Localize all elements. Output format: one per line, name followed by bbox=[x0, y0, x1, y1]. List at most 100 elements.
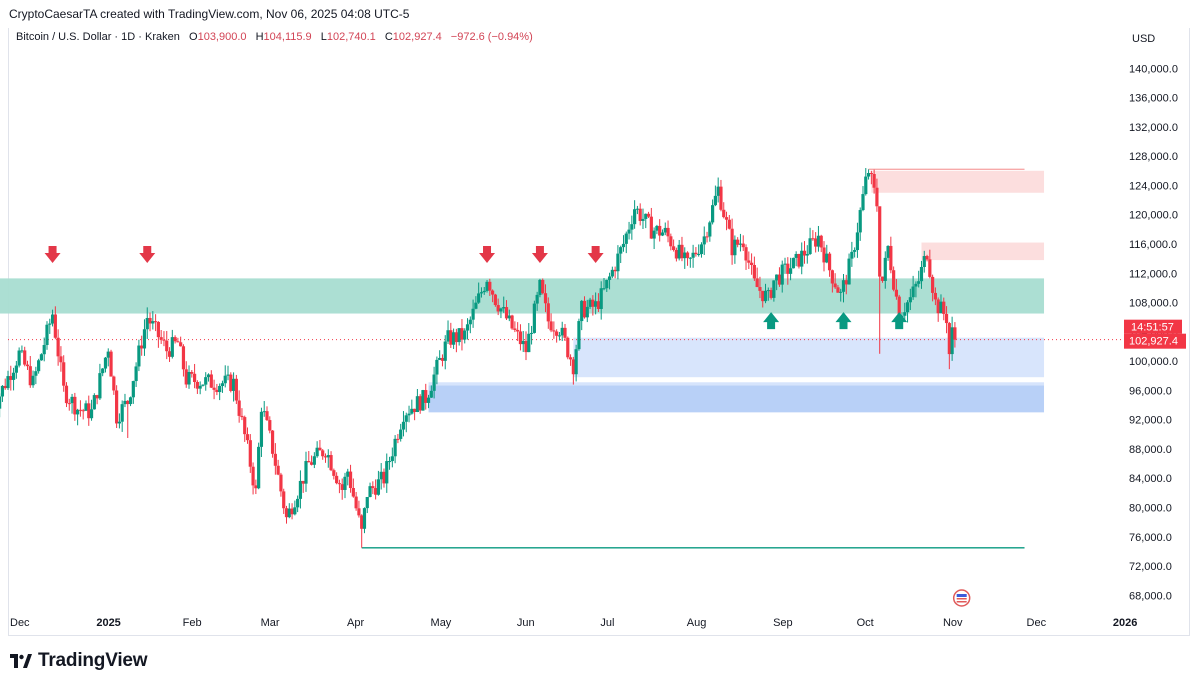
candle-body bbox=[889, 245, 893, 271]
candle-body bbox=[763, 290, 768, 302]
candle-body bbox=[270, 430, 275, 454]
candle-body bbox=[850, 251, 854, 259]
candle-body bbox=[914, 283, 918, 287]
candle-body bbox=[323, 456, 328, 458]
low-value: 102,740.1 bbox=[326, 31, 376, 43]
candle-body bbox=[142, 329, 147, 349]
candle-body bbox=[780, 264, 784, 285]
candle-body bbox=[841, 280, 846, 292]
candle-body bbox=[329, 455, 333, 471]
candle-body bbox=[56, 337, 60, 357]
candle-body bbox=[802, 250, 807, 256]
candle-body bbox=[507, 315, 511, 319]
candle-body bbox=[504, 307, 509, 319]
candle-body bbox=[844, 280, 848, 285]
candle-body bbox=[251, 466, 255, 486]
candle-body bbox=[549, 321, 553, 331]
candle-body bbox=[407, 413, 411, 416]
candle-body bbox=[697, 254, 701, 256]
candle-body bbox=[382, 471, 386, 484]
candle-body bbox=[477, 293, 481, 303]
candle-body bbox=[413, 408, 417, 413]
candle-body bbox=[624, 233, 628, 244]
candle-body bbox=[471, 308, 475, 320]
candle-body bbox=[404, 415, 408, 422]
candle-body bbox=[944, 313, 949, 324]
candle-body bbox=[357, 508, 361, 516]
candle-body bbox=[674, 249, 678, 259]
candle-body bbox=[641, 218, 645, 221]
candle-body bbox=[599, 288, 603, 309]
candle-body bbox=[892, 270, 896, 290]
candle-body bbox=[869, 173, 873, 175]
candle-body bbox=[788, 268, 793, 274]
candle-body bbox=[332, 470, 336, 476]
candle-body bbox=[112, 376, 116, 391]
candle-body bbox=[326, 455, 330, 458]
candle-body bbox=[747, 260, 751, 263]
candle-body bbox=[510, 315, 514, 329]
candle-body bbox=[50, 314, 55, 324]
candle-body bbox=[677, 244, 681, 259]
high-value: 104,115.9 bbox=[263, 31, 312, 43]
tradingview-brand[interactable]: TradingView bbox=[10, 650, 148, 672]
candle-body bbox=[716, 186, 720, 196]
candle-body bbox=[474, 302, 478, 309]
candle-body bbox=[78, 409, 83, 411]
x-tick-label: May bbox=[431, 617, 452, 629]
candle-body bbox=[335, 475, 339, 484]
candle-body bbox=[140, 345, 144, 349]
candle-body bbox=[362, 508, 367, 529]
candle-body bbox=[532, 303, 536, 333]
y-tick-label: 128,000.0 bbox=[1129, 151, 1178, 163]
candle-body bbox=[6, 376, 10, 389]
candle-body bbox=[137, 345, 141, 367]
candle-body bbox=[209, 374, 213, 388]
candle-body bbox=[418, 396, 422, 411]
candle-body bbox=[638, 208, 642, 221]
candle-body bbox=[744, 247, 748, 261]
demand-zone-lower-top-band bbox=[428, 382, 1045, 386]
candle-body bbox=[875, 187, 879, 207]
candle-body bbox=[215, 389, 219, 393]
candle-body bbox=[635, 208, 640, 210]
y-tick-label: 136,000.0 bbox=[1129, 93, 1178, 105]
candle-body bbox=[702, 236, 706, 245]
candle-body bbox=[649, 216, 653, 239]
candle-body bbox=[254, 485, 258, 489]
symbol-legend[interactable]: Bitcoin / U.S. Dollar · 1D · Kraken O103… bbox=[16, 31, 533, 43]
arrows-layer bbox=[44, 245, 908, 330]
candle-body bbox=[755, 278, 759, 287]
candle-body bbox=[415, 396, 419, 413]
candle-body bbox=[908, 297, 912, 303]
candle-body bbox=[115, 390, 119, 424]
candle-body bbox=[0, 385, 5, 397]
candle-body bbox=[195, 381, 199, 389]
high-label: H bbox=[255, 31, 264, 43]
candle-body bbox=[894, 289, 899, 297]
y-tick-label: 100,000.0 bbox=[1129, 356, 1178, 368]
candle-body bbox=[173, 337, 177, 342]
candle-body bbox=[933, 292, 938, 300]
price-axis: USD 68,000.0 72,000.0 76,000.0 80,000.0 84,00… bbox=[1129, 33, 1178, 602]
candle-body bbox=[190, 371, 194, 374]
candle-body bbox=[752, 264, 756, 279]
candle-body bbox=[917, 281, 921, 284]
candle-body bbox=[76, 409, 80, 415]
candle-body bbox=[181, 346, 186, 370]
y-tick-label: 96,000.0 bbox=[1129, 385, 1172, 397]
candle-body bbox=[0, 396, 2, 409]
candle-body bbox=[312, 456, 316, 465]
candle-body bbox=[529, 332, 534, 334]
candle-body bbox=[741, 243, 745, 248]
candle-body bbox=[307, 461, 311, 463]
candle-body bbox=[758, 286, 762, 291]
candle-body bbox=[234, 378, 238, 401]
candle-body bbox=[705, 236, 709, 238]
candle-body bbox=[493, 294, 497, 306]
resistance-zone bbox=[0, 278, 1045, 314]
candle-body bbox=[187, 371, 191, 385]
candle-body bbox=[279, 474, 283, 492]
event-flag-stripe bbox=[956, 601, 967, 603]
